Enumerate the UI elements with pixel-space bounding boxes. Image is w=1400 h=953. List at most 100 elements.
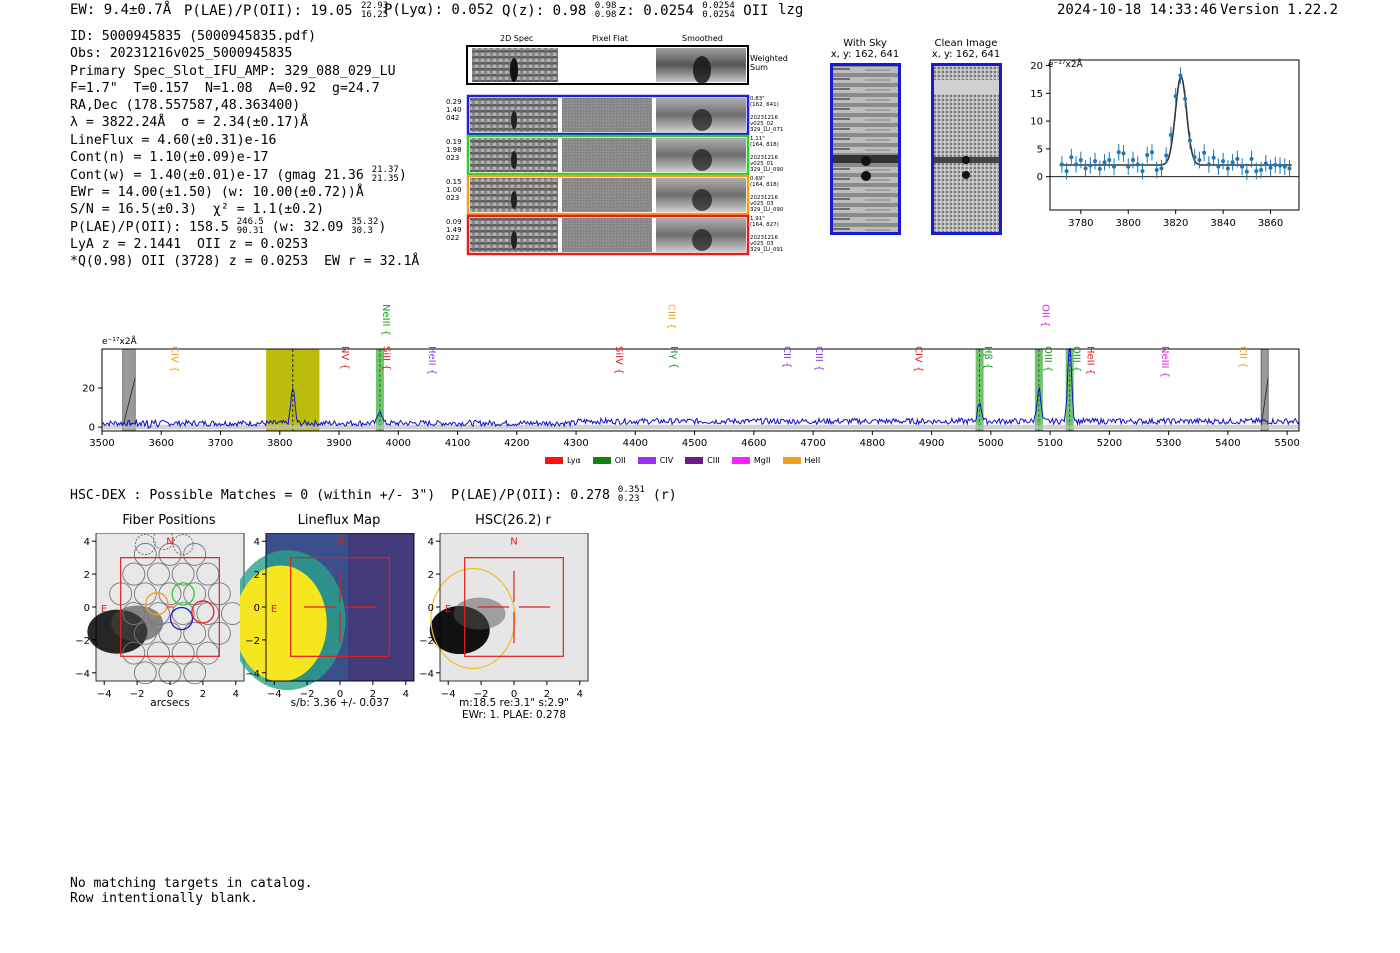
zoom-data-point: [1074, 162, 1079, 167]
info-sn: S/N = 16.5(±0.3) χ² = 1.1(±0.2): [70, 201, 325, 217]
info-lineflux: LineFlux = 4.60(±0.31)e-16: [70, 132, 277, 148]
hsc-heading-frac: 0.351 0.23: [618, 486, 645, 504]
fiber-row-smoothed-spot: [692, 109, 712, 131]
legend-label: OII: [614, 456, 626, 465]
legend-swatch: [545, 457, 563, 464]
zoom-data-point: [1273, 163, 1278, 167]
header-z-frac: 0.0254 0.0254: [702, 2, 735, 20]
legend-swatch: [782, 457, 801, 464]
fiber-row-spot: [511, 151, 517, 169]
header-z-lo: 0.0254: [702, 10, 735, 20]
header-plae: P(LAE)/P(OII): 19.05 22.93 16.25: [184, 2, 388, 20]
fiber-row-pixelflat: [562, 218, 652, 252]
cutouts-panel: 2D Spec Pixel Flat Smoothed W: [446, 34, 788, 256]
legend-label: HeII: [804, 456, 821, 465]
fiber-circle: [158, 621, 182, 645]
weighted-spot: [510, 58, 518, 82]
zoom-data-point: [1197, 158, 1202, 162]
header-z-hi: 0.0254: [702, 1, 735, 11]
fiber-circle-dashed: [134, 534, 156, 555]
zoom-data-point: [1173, 94, 1178, 99]
zoom-data-point: [1168, 133, 1173, 137]
header-plya: P(Lyα): 0.052: [384, 2, 494, 18]
fiber-row-right-label: 1.91" (164, 827) 20231216 v025_03 329_LU…: [750, 216, 784, 254]
info-plae-w-lo: 30.3: [351, 226, 373, 237]
zoom-data-point: [1183, 96, 1188, 101]
info-plae-lo: 90.31: [236, 226, 264, 237]
info-plae-frac: 246.5 90.31: [237, 218, 264, 236]
zoom-data-point: [1216, 164, 1221, 169]
zoom-data-point: [1254, 169, 1259, 174]
cutout-col-title: Smoothed: [682, 34, 723, 43]
hsc-xtick-label: −4: [267, 689, 282, 700]
hsc-ytick-label: 2: [428, 570, 434, 581]
legend-swatch: [637, 457, 656, 464]
spectrum-line-label: OIII {: [1070, 346, 1081, 372]
zoom-data-point: [1240, 164, 1245, 169]
fiber-row-left-label: 0.19 1.98 023: [446, 138, 462, 162]
info-q: *Q(0.98) OII (3728) z = 0.0253 EW r = 32…: [70, 253, 420, 269]
hsc-ytick-label: 4: [428, 537, 434, 548]
legend-label: CIV: [659, 456, 674, 465]
fiber-circle: [171, 641, 195, 665]
spectrum-line-label: NV {: [339, 346, 350, 370]
hsc-xtick-label: 2: [370, 689, 376, 700]
info-lambda: λ = 3822.24Å σ = 2.34(±0.17)Å: [70, 115, 309, 131]
with-sky-source: [861, 171, 871, 181]
zoom-data-point: [1192, 155, 1197, 160]
clean-title: Clean Image x, y: 162, 641: [923, 38, 1009, 60]
zoom-data-point: [1149, 150, 1154, 155]
spectrum-xtick-label: 5400: [1215, 438, 1240, 449]
zoom-ylabel: e⁻¹⁷x2Å: [1048, 60, 1083, 70]
zoom-xtick-label: 3820: [1163, 218, 1188, 229]
fiber-row-right-label: 1.11" (164, 818) 20231216 v025_01 329_LU…: [750, 136, 784, 174]
zoom-xtick-label: 3860: [1258, 218, 1283, 229]
hsc-heading-band: (r): [652, 488, 677, 503]
hsc-panel-caption: s/b: 3.36 +/- 0.037: [290, 697, 390, 709]
footer-line2: Row intentionally blank.: [70, 891, 258, 906]
zoom-data-point: [1159, 166, 1164, 171]
cutout-col-title: Pixel Flat: [592, 34, 628, 43]
hsc-ytick-label: −4: [245, 669, 260, 680]
hsc-heading: HSC-DEX : Possible Matches = 0 (within +…: [70, 486, 677, 504]
legend-label: Lyα: [567, 456, 581, 465]
fiber-row-right-label: 0.69" (164, 818) 20231216 v025_03 329_LU…: [750, 176, 784, 214]
fiber-row-spot: [511, 231, 517, 249]
header-user: lzg: [778, 2, 804, 18]
header-plae-hi: 22.93: [361, 1, 389, 11]
spectrum-xtick-label: 5200: [1097, 438, 1122, 449]
spectrum-xtick-label: 4100: [445, 438, 470, 449]
hsc-galaxy-halo: [453, 597, 506, 630]
fiber-circle-red: [191, 600, 215, 624]
hsc-ytick-label: 2: [254, 570, 260, 581]
spectrum-xtick-label: 4500: [682, 438, 707, 449]
info-primary: Primary Spec_Slot_IFU_AMP: 329_088_029_L…: [70, 63, 396, 79]
fiber-row-left-label: 0.29 1.40 042: [446, 98, 462, 122]
hsc-ytick-label: −4: [75, 669, 90, 680]
spectrum-xtick-label: 5500: [1274, 438, 1299, 449]
east-label: E: [445, 604, 451, 615]
zoom-data-point: [1278, 163, 1283, 168]
spectrum-xtick-label: 3800: [267, 438, 292, 449]
zoom-data-point: [1187, 138, 1192, 143]
info-gmag-hi: 21.37: [371, 165, 399, 176]
hsc-ytick-label: −2: [245, 636, 260, 647]
hsc-panel-svg: N E −4 −2 0 2 4 4 2 0 −2 −4: [75, 533, 245, 700]
with-sky-sub: x, y: 162, 641: [830, 49, 900, 60]
fiber-row-spot: [511, 191, 517, 209]
info-contw-label: Cont(w) = 1.40(±0.01)e-17 (gmag 21.36: [70, 168, 364, 184]
hsc-xtick-label: 2: [200, 689, 206, 700]
info-gmag-frac: 21.37 21.35: [372, 166, 399, 184]
hsc-panel-caption: m:18.5 re:3.1" s:2.9": [459, 697, 569, 709]
hsc-panel-caption2: EWr: 1. PLAE: 0.278: [461, 709, 567, 721]
fiber-circle-dashed: [172, 534, 194, 555]
zoom-ytick-label: 0: [1037, 172, 1043, 183]
hsc-xtick-label: −2: [300, 689, 315, 700]
hsc-red-box: [290, 557, 390, 657]
zoom-fit-line: [1059, 76, 1292, 166]
fiber-row-smoothed-spot: [692, 149, 712, 171]
spectrum-line-label: Hγ {: [668, 346, 679, 369]
header-z-line: OII: [743, 3, 769, 19]
zoom-data-point: [1064, 169, 1069, 174]
east-label: E: [271, 604, 277, 615]
